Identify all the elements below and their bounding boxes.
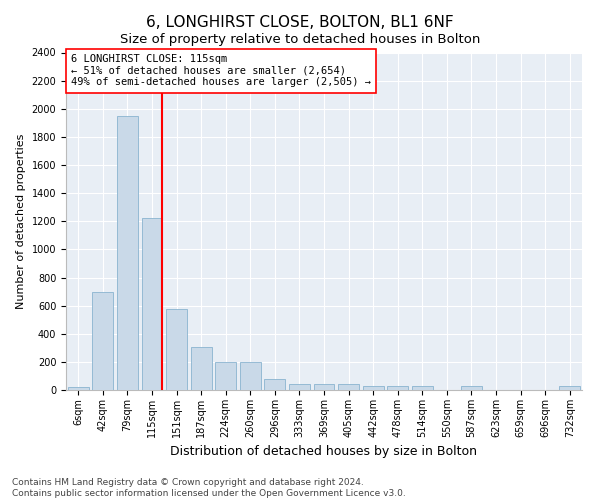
Y-axis label: Number of detached properties: Number of detached properties: [16, 134, 26, 309]
Bar: [314, 384, 334, 390]
Bar: [387, 386, 408, 390]
Bar: [240, 362, 261, 390]
Bar: [166, 309, 187, 390]
Text: Contains HM Land Registry data © Crown copyright and database right 2024.
Contai: Contains HM Land Registry data © Crown c…: [12, 478, 406, 498]
Bar: [117, 116, 138, 390]
Bar: [68, 387, 89, 390]
Text: 6, LONGHIRST CLOSE, BOLTON, BL1 6NF: 6, LONGHIRST CLOSE, BOLTON, BL1 6NF: [146, 15, 454, 30]
Bar: [265, 379, 286, 390]
Bar: [289, 384, 310, 390]
Bar: [338, 384, 359, 390]
X-axis label: Distribution of detached houses by size in Bolton: Distribution of detached houses by size …: [170, 446, 478, 458]
Bar: [191, 347, 212, 390]
Bar: [142, 218, 163, 390]
Bar: [92, 292, 113, 390]
Bar: [559, 386, 580, 390]
Bar: [461, 386, 482, 390]
Text: 6 LONGHIRST CLOSE: 115sqm
← 51% of detached houses are smaller (2,654)
49% of se: 6 LONGHIRST CLOSE: 115sqm ← 51% of detac…: [71, 54, 371, 88]
Bar: [362, 386, 383, 390]
Text: Size of property relative to detached houses in Bolton: Size of property relative to detached ho…: [120, 32, 480, 46]
Bar: [412, 386, 433, 390]
Bar: [215, 362, 236, 390]
